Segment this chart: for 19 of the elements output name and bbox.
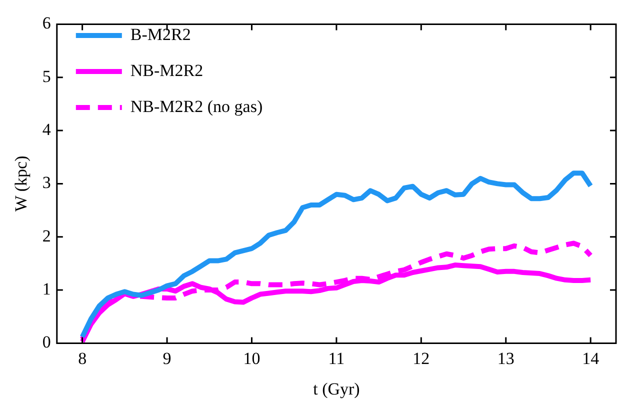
x-tick-label: 9 (162, 348, 172, 368)
y-tick-label: 0 (42, 332, 51, 352)
y-tick-label: 1 (42, 280, 51, 298)
x-tick-label: 10 (243, 348, 260, 368)
legend-label: B-M2R2 (130, 24, 191, 44)
legend-label: NB-M2R2 (130, 60, 204, 80)
x-axis-title: t (Gyr) (313, 379, 360, 398)
x-tick-label: 11 (328, 348, 345, 368)
legend-label: NB-M2R2 (no gas) (130, 96, 263, 116)
x-tick-label: 14 (582, 348, 600, 368)
y-tick-label: 3 (42, 173, 51, 192)
x-tick-label: 8 (78, 348, 87, 368)
y-tick-label: 5 (42, 66, 51, 86)
y-tick-label: 2 (42, 226, 51, 246)
y-tick-label: 4 (42, 120, 52, 139)
x-tick-label: 13 (497, 348, 514, 368)
y-tick-label: 6 (42, 14, 51, 33)
y-axis-title: W (kpc) (12, 156, 31, 212)
x-tick-label: 12 (412, 348, 430, 368)
